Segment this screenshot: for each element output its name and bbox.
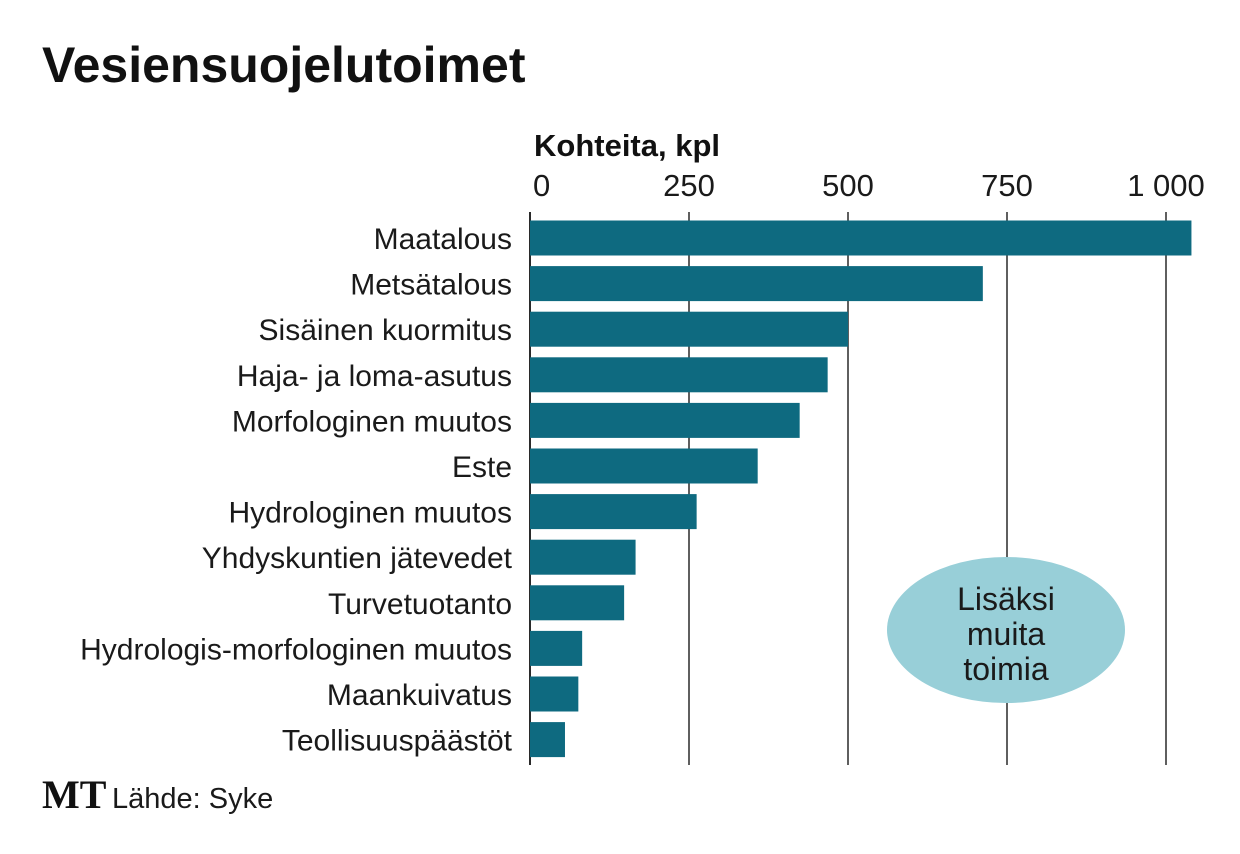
bar bbox=[530, 676, 579, 712]
x-tick-label: 250 bbox=[663, 168, 715, 203]
category-label: Turvetuotanto bbox=[328, 588, 512, 621]
source-note: Lähde: Syke bbox=[112, 783, 273, 815]
category-label: Maatalous bbox=[374, 223, 512, 256]
x-tick-label: 0 bbox=[533, 168, 550, 203]
bar bbox=[530, 539, 636, 575]
x-tick-label: 1 000 bbox=[1127, 168, 1205, 203]
bar bbox=[530, 630, 583, 666]
bar bbox=[530, 311, 848, 347]
category-label: Hydrologinen muutos bbox=[229, 497, 513, 530]
annotation-ellipse bbox=[887, 557, 1125, 703]
bar bbox=[530, 402, 800, 438]
publisher-logo: MT bbox=[42, 772, 107, 817]
category-label: Maankuivatus bbox=[327, 679, 512, 712]
annotation-bubble: Lisäksi muita toimia bbox=[887, 557, 1125, 703]
x-axis-title: Kohteita, kpl bbox=[534, 128, 720, 163]
bar bbox=[530, 494, 697, 530]
category-labels: Maatalous Metsätalous Sisäinen kuormitus Ha… bbox=[80, 223, 513, 758]
chart-title: Vesiensuojelutoimet bbox=[42, 37, 526, 93]
annotation-line-2: muita bbox=[967, 616, 1045, 652]
bar bbox=[530, 585, 625, 621]
category-label: Este bbox=[452, 451, 512, 484]
annotation-line-1: Lisäksi bbox=[957, 581, 1055, 617]
category-label: Sisäinen kuormitus bbox=[259, 314, 512, 347]
bar bbox=[530, 266, 983, 302]
category-label: Yhdyskuntien jätevedet bbox=[202, 542, 513, 575]
bar bbox=[530, 722, 565, 758]
bar bbox=[530, 448, 758, 484]
category-label: Morfologinen muutos bbox=[232, 405, 512, 438]
x-tick-labels: 0 250 500 750 1 000 bbox=[533, 168, 1205, 203]
category-label: Haja- ja loma-asutus bbox=[237, 360, 512, 393]
x-tick-label: 750 bbox=[981, 168, 1033, 203]
category-label: Metsätalous bbox=[350, 269, 512, 302]
x-tick-label: 500 bbox=[822, 168, 874, 203]
bar bbox=[530, 357, 828, 393]
category-label: Hydrologis-morfologinen muutos bbox=[80, 633, 512, 666]
bar bbox=[530, 220, 1192, 256]
category-label: Teollisuuspäästöt bbox=[282, 725, 513, 758]
bars bbox=[530, 220, 1192, 758]
annotation-line-3: toimia bbox=[963, 651, 1049, 687]
